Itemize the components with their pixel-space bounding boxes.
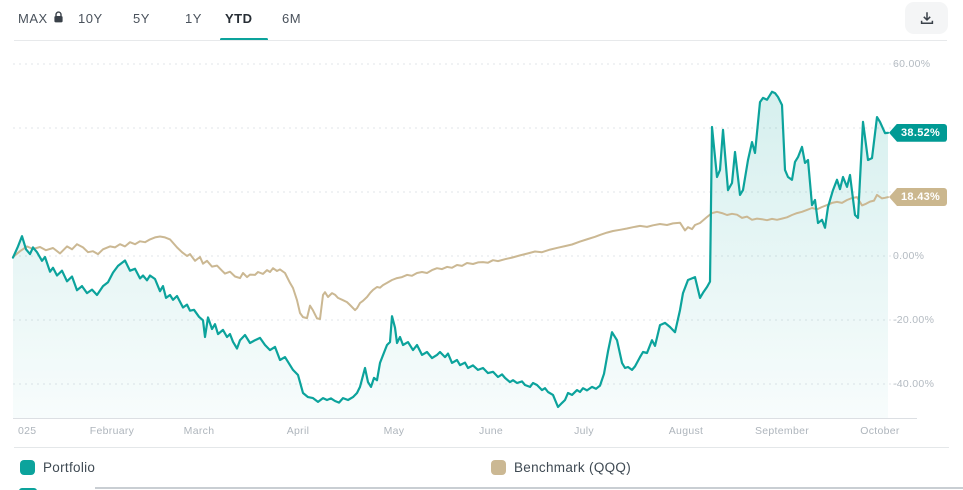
x-axis-label: August: [668, 425, 704, 437]
download-icon: [920, 12, 933, 24]
download-button[interactable]: [905, 2, 948, 34]
x-axis-label: July: [574, 425, 594, 437]
legend-item-portfolio[interactable]: Portfolio: [20, 460, 95, 475]
active-tab-underline: [220, 38, 268, 41]
x-axis-label: April: [286, 425, 310, 437]
y-axis-label: -20.00%: [893, 314, 935, 326]
tab-ytd[interactable]: YTD: [225, 11, 253, 26]
value-badge-benchmark: 18.43%: [889, 188, 948, 207]
legend-item-benchmark[interactable]: Benchmark (QQQ): [491, 460, 631, 475]
portfolio-legend-label: Portfolio: [43, 460, 96, 475]
bottom-scroll-edge[interactable]: [95, 487, 963, 489]
value-badge-portfolio: 38.52%: [889, 123, 948, 142]
chart-plot-area[interactable]: [13, 45, 888, 418]
toolbar-divider: [14, 40, 947, 41]
lock-icon: [54, 11, 63, 23]
legend-divider: [14, 447, 949, 448]
x-axis-label: June: [479, 425, 503, 437]
benchmark-swatch: [491, 460, 506, 475]
x-axis-label: October: [860, 425, 900, 437]
y-axis-label: 0.00%: [893, 250, 925, 262]
x-axis-label: March: [183, 425, 215, 437]
portfolio-swatch: [20, 460, 35, 475]
tab-10y[interactable]: 10Y: [78, 11, 103, 26]
benchmark-legend-label: Benchmark (QQQ): [514, 460, 632, 475]
tab-1y[interactable]: 1Y: [185, 11, 202, 26]
x-axis-label: February: [89, 425, 135, 437]
y-axis-label: -40.00%: [893, 378, 935, 390]
tab-6m[interactable]: 6M: [282, 11, 302, 26]
x-axis-label: September: [754, 425, 810, 437]
x-axis-label: 025: [18, 425, 37, 437]
y-axis-label: 60.00%: [893, 58, 931, 70]
x-axis-label: May: [383, 425, 405, 437]
below-fold-element-edge: [19, 488, 37, 490]
x-axis-line: [13, 418, 917, 419]
tab-5y[interactable]: 5Y: [133, 11, 150, 26]
tab-max[interactable]: MAX: [18, 11, 48, 26]
